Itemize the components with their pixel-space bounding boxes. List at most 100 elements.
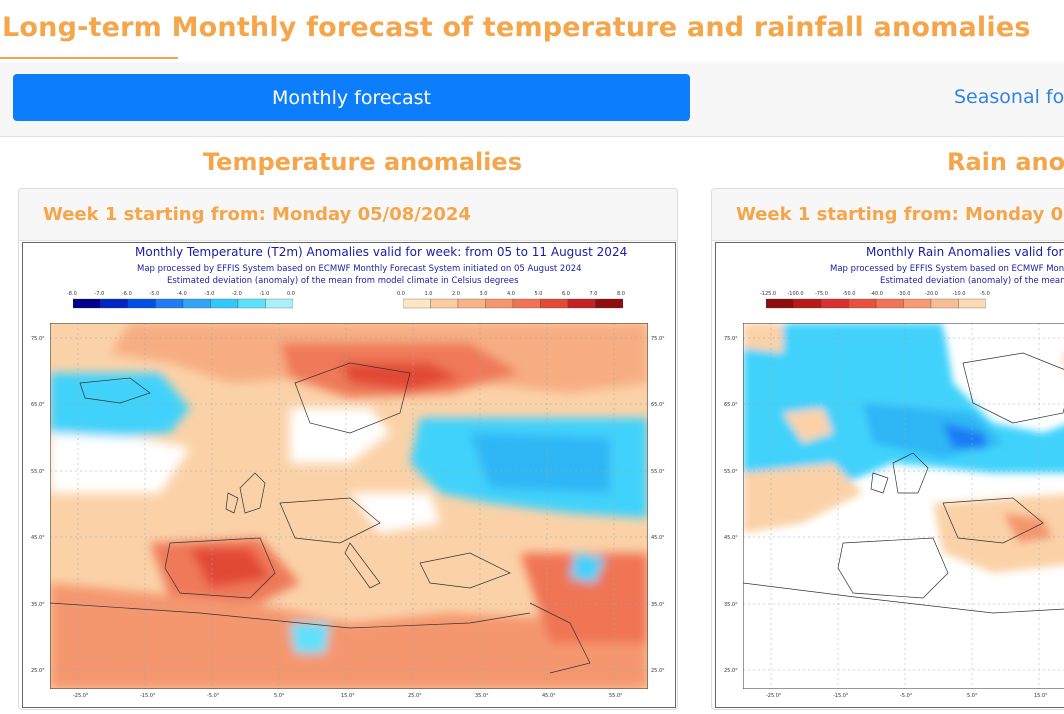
rain-colorbar-dry-swatch: [958, 298, 986, 309]
page-title: Long-term Monthly forecast of temperatur…: [2, 12, 1031, 43]
temperature-latitude-label: 55.0°: [651, 468, 665, 475]
rain-colorbar-dry-label: -5.0: [980, 291, 990, 297]
temperature-latitude-label: 75.0°: [651, 336, 665, 342]
temperature-latitude-label: 65.0°: [651, 402, 665, 409]
temperature-latitude-label: 55.0°: [31, 468, 45, 475]
rain-longitude-label: 5.0°: [967, 693, 978, 699]
rain-colorbar-dry-swatch: [875, 298, 904, 309]
rain-colorbar-dry: [766, 298, 986, 309]
temperature-latitude-label: 75.0°: [31, 336, 45, 342]
temperature-longitude-label: 5.0°: [274, 693, 285, 699]
rain-colorbar-dry-swatch: [903, 298, 932, 309]
temperature-colorbar-warm-label: 3.0: [479, 291, 488, 297]
temperature-colorbar-cold-swatch: [237, 298, 266, 309]
temperature-colorbar-warm-label: 8.0: [617, 291, 625, 297]
rain-latitude-label: 45.0°: [724, 535, 738, 542]
temperature-colorbar-warm-label: 0.0: [397, 291, 405, 297]
temperature-colorbar-cold-label: -7.0: [94, 291, 105, 297]
temperature-longitude-label: 35.0°: [475, 693, 489, 699]
temperature-colorbar-warm: [403, 298, 623, 309]
temperature-colorbar-warm-swatch: [595, 298, 623, 309]
temperature-colorbar-cold-label: -8.0: [67, 291, 77, 297]
rain-longitude-label: 15.0°: [1034, 693, 1048, 699]
temperature-colorbar-cold-swatch: [73, 298, 101, 309]
rain-colorbar-dry-label: -40.0: [870, 291, 883, 297]
rain-latitude-label: 25.0°: [724, 668, 738, 674]
temperature-card: Week 1 starting from: Monday 05/08/2024 …: [18, 188, 678, 710]
rain-anomaly-map[interactable]: Monthly Rain Anomalies valid for wee Map…: [715, 242, 1064, 708]
temperature-longitude-label: -15.0°: [140, 693, 156, 699]
temperature-colorbar-cold-label: -2.0: [232, 291, 242, 297]
temperature-colorbar-warm-label: 2.0: [452, 291, 460, 297]
rain-colorbar-dry-label: -100.0: [787, 291, 804, 297]
temperature-map-title: Monthly Temperature (T2m) Anomalies vali…: [135, 245, 628, 259]
temperature-colorbar-warm-label: 5.0: [534, 291, 543, 297]
rain-longitude-label: -15.0°: [833, 693, 849, 699]
temperature-colorbar-warm-swatch: [430, 298, 459, 309]
forecast-tabbar: Monthly forecast Seasonal for: [0, 62, 1064, 137]
temperature-week-header: Week 1 starting from: Monday 05/08/2024: [19, 189, 677, 241]
temperature-colorbar-cold-label: -1.0: [259, 291, 270, 297]
rain-week-header: Week 1 starting from: Monday 05/08: [712, 189, 1064, 241]
rain-latitude-label: 75.0°: [724, 336, 738, 342]
temperature-colorbar-warm-swatch: [540, 298, 569, 309]
temperature-colorbar-cold-swatch: [127, 298, 156, 309]
temperature-colorbar-cold-label: -6.0: [122, 291, 132, 297]
rain-longitude-label: -5.0°: [900, 693, 913, 699]
temperature-colorbar-warm-swatch: [403, 298, 431, 309]
temperature-colorbar-cold-label: -5.0: [149, 291, 160, 297]
temperature-colorbar-warm-swatch: [457, 298, 486, 309]
rain-map-subtitle-2: Estimated deviation (anomaly) of the mea…: [880, 276, 1064, 286]
temperature-latitude-label: 35.0°: [651, 601, 665, 608]
rain-map-subtitle-1: Map processed by EFFIS System based on E…: [830, 264, 1064, 274]
temperature-colorbar-warm-swatch: [567, 298, 596, 309]
rain-colorbar-dry-label: -10.0: [952, 291, 966, 297]
rain-card: Week 1 starting from: Monday 05/08 Month…: [711, 188, 1064, 710]
temperature-latitude-label: 25.0°: [651, 668, 665, 674]
temperature-colorbar-cold-label: -3.0: [204, 291, 215, 297]
temperature-colorbar-cold-swatch: [210, 298, 239, 309]
temperature-colorbar-cold-label: 0.0: [287, 291, 295, 297]
temperature-colorbar-warm-label: 7.0: [589, 291, 598, 297]
rain-colorbar-dry-swatch: [848, 298, 877, 309]
temperature-heading: Temperature anomalies: [203, 148, 522, 176]
temperature-longitude-label: 25.0°: [408, 693, 422, 699]
rain-longitude-label: -25.0°: [766, 693, 782, 699]
rain-colorbar-dry-label: -20.0: [925, 291, 938, 297]
temperature-map-plot: [50, 323, 648, 689]
temperature-colorbar-cold-swatch: [265, 298, 293, 309]
temperature-colorbar-warm-label: 4.0: [507, 291, 515, 297]
temperature-colorbar-cold-swatch: [100, 298, 129, 309]
rain-map-plot: [743, 323, 1064, 689]
temperature-anomaly-map[interactable]: Monthly Temperature (T2m) Anomalies vali…: [22, 242, 676, 708]
tab-monthly-forecast[interactable]: Monthly forecast: [13, 74, 690, 121]
rain-colorbar-dry-swatch: [820, 298, 849, 309]
temperature-colorbar-warm-swatch: [512, 298, 541, 309]
temperature-map-subtitle-1: Map processed by EFFIS System based on E…: [137, 264, 582, 274]
rain-colorbar-dry-label: -125.0: [760, 291, 777, 297]
temperature-latitude-label: 45.0°: [31, 535, 45, 542]
rain-colorbar-dry-swatch: [930, 298, 959, 309]
temperature-map-subtitle-2: Estimated deviation (anomaly) of the mea…: [167, 276, 519, 286]
rain-latitude-label: 65.0°: [724, 402, 738, 409]
temperature-latitude-label: 25.0°: [31, 668, 45, 674]
temperature-colorbar-cold-swatch: [182, 298, 211, 309]
temperature-colorbar-cold-label: -4.0: [177, 291, 187, 297]
temperature-longitude-label: 45.0°: [542, 693, 556, 699]
temperature-latitude-label: 45.0°: [651, 535, 665, 542]
rain-latitude-label: 55.0°: [724, 468, 738, 475]
rain-colorbar-dry-label: -30.0: [897, 291, 911, 297]
temperature-colorbar-warm-swatch: [485, 298, 514, 309]
rain-colorbar-dry-label: -50.0: [842, 291, 856, 297]
temperature-longitude-label: -25.0°: [73, 693, 89, 699]
temperature-latitude-label: 35.0°: [31, 601, 45, 608]
rain-colorbar-dry-label: -75.0: [815, 291, 828, 297]
rain-colorbar-dry-swatch: [793, 298, 822, 309]
temperature-longitude-label: 15.0°: [341, 693, 355, 699]
rain-heading: Rain anon: [947, 148, 1064, 176]
tab-seasonal-forecast[interactable]: Seasonal for: [954, 86, 1064, 108]
rain-map-title: Monthly Rain Anomalies valid for wee: [866, 245, 1064, 259]
temperature-colorbar-warm-label: 6.0: [562, 291, 570, 297]
temperature-colorbar-warm-label: 1.0: [424, 291, 433, 297]
temperature-longitude-label: -5.0°: [207, 693, 220, 699]
